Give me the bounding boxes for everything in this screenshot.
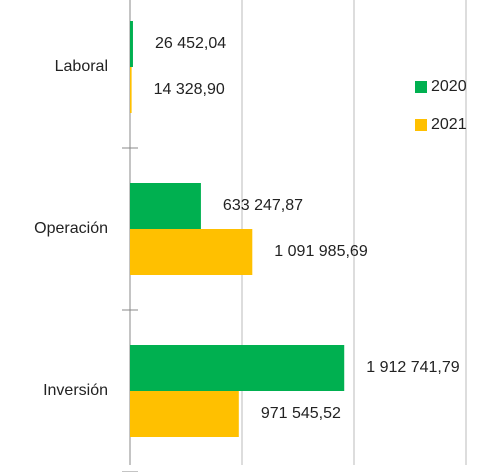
- data-label: 971 545,52: [261, 405, 341, 422]
- bar: [130, 391, 239, 437]
- data-label: 633 247,87: [223, 197, 303, 214]
- bar: [130, 183, 201, 229]
- legend-label: 2020: [431, 78, 467, 95]
- y-tick-label: Operación: [34, 220, 108, 237]
- data-label: 1 912 741,79: [366, 359, 460, 376]
- bar: [130, 67, 132, 113]
- bar: [130, 345, 345, 391]
- legend-label: 2021: [431, 116, 467, 133]
- legend-swatch: [415, 119, 427, 131]
- data-label: 14 328,90: [154, 81, 225, 98]
- data-label: 1 091 985,69: [274, 243, 368, 260]
- legend-swatch: [415, 81, 427, 93]
- bar: [130, 21, 133, 67]
- bar: [130, 229, 253, 275]
- y-tick-label: Inversión: [43, 382, 108, 399]
- data-label: 26 452,04: [155, 35, 226, 52]
- y-tick-label: Laboral: [55, 58, 108, 75]
